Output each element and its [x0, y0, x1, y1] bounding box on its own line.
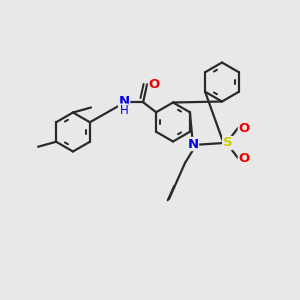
Text: O: O — [238, 122, 250, 134]
Text: H: H — [120, 104, 128, 117]
Text: S: S — [223, 136, 232, 149]
Text: N: N — [118, 95, 130, 108]
Text: N: N — [188, 137, 199, 151]
Text: O: O — [148, 78, 160, 91]
Text: O: O — [238, 152, 250, 164]
